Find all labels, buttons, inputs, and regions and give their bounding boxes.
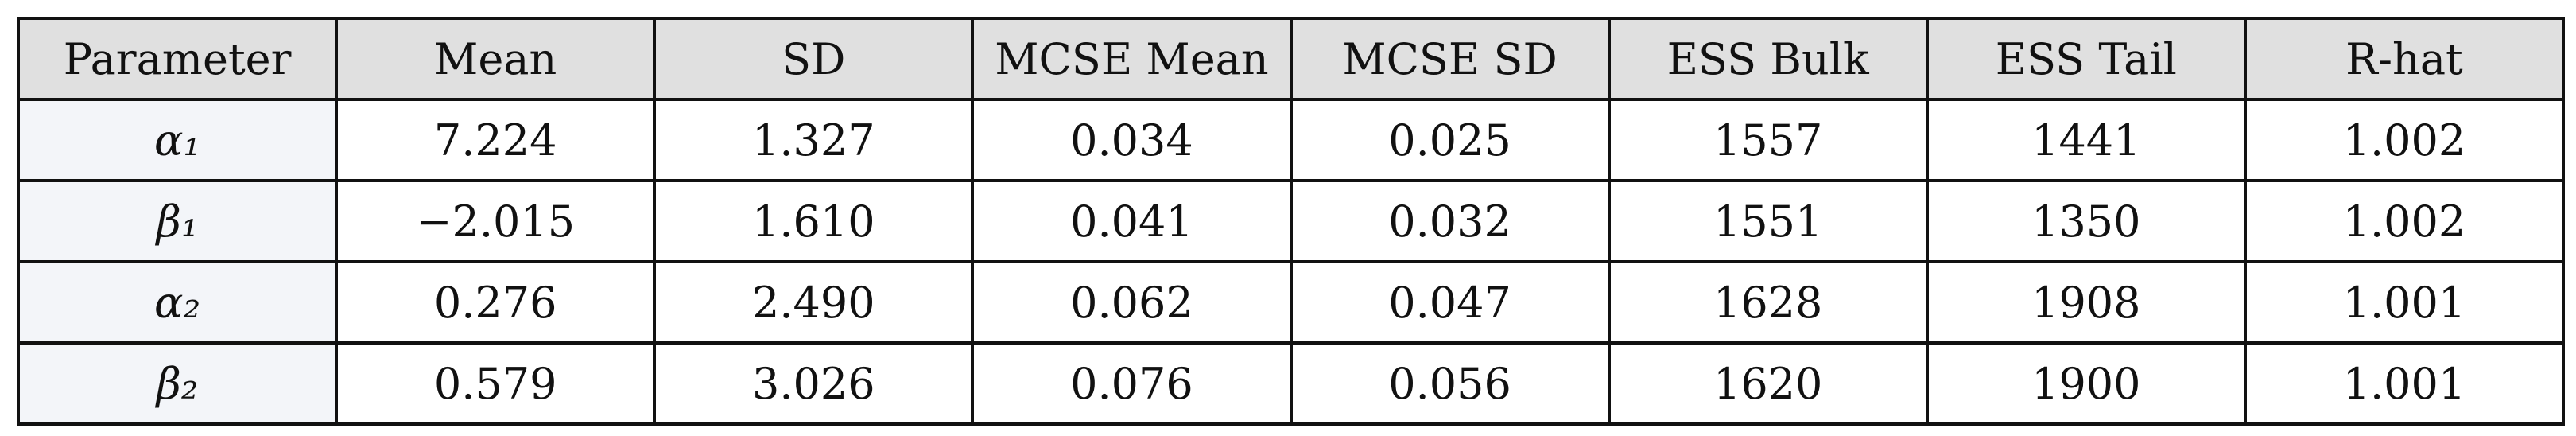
value-cell: 1.002: [2243, 179, 2566, 263]
value-cell: 1.610: [653, 179, 975, 263]
value-cell: 1908: [1925, 260, 2247, 345]
header-cell: MCSE SD: [1289, 17, 1611, 101]
value-cell: 0.062: [971, 260, 1293, 345]
value-cell: 0.276: [335, 260, 657, 345]
header-cell: ESS Tail: [1925, 17, 2247, 101]
value-cell: 1557: [1607, 98, 1929, 182]
value-cell: 1.001: [2243, 341, 2566, 426]
parameter-cell: β₁: [16, 179, 339, 263]
value-cell: 0.041: [971, 179, 1293, 263]
value-cell: 0.076: [971, 341, 1293, 426]
header-row: Parameter Mean SD MCSE Mean MCSE SD ESS Bulk E…: [16, 17, 2566, 101]
header-cell: Mean: [335, 17, 657, 101]
value-cell: 1.327: [653, 98, 975, 182]
header-cell: ESS Bulk: [1607, 17, 1929, 101]
value-cell: 1620: [1607, 341, 1929, 426]
header-cell: MCSE Mean: [971, 17, 1293, 101]
parameter-cell: β₂: [16, 341, 339, 426]
value-cell: 1441: [1925, 98, 2247, 182]
value-cell: 1.002: [2243, 98, 2566, 182]
value-cell: 1628: [1607, 260, 1929, 345]
value-cell: 1350: [1925, 179, 2247, 263]
value-cell: 0.056: [1289, 341, 1611, 426]
parameter-cell: α₂: [16, 260, 339, 345]
table-row: α₁ 7.224 1.327 0.034 0.025 1557 1441 1.002: [16, 98, 2566, 182]
table-row: β₁ −2.015 1.610 0.041 0.032 1551 1350 1.002: [16, 179, 2566, 263]
parameter-cell: α₁: [16, 98, 339, 182]
header-cell: R-hat: [2243, 17, 2566, 101]
header-cell: SD: [653, 17, 975, 101]
value-cell: 0.579: [335, 341, 657, 426]
table-row: β₂ 0.579 3.026 0.076 0.056 1620 1900 1.001: [16, 341, 2566, 426]
value-cell: −2.015: [335, 179, 657, 263]
value-cell: 7.224: [335, 98, 657, 182]
header-cell: Parameter: [16, 17, 339, 101]
value-cell: 2.490: [653, 260, 975, 345]
value-cell: 1.001: [2243, 260, 2566, 345]
value-cell: 3.026: [653, 341, 975, 426]
value-cell: 0.025: [1289, 98, 1611, 182]
value-cell: 0.034: [971, 98, 1293, 182]
value-cell: 0.047: [1289, 260, 1611, 345]
table-body: α₁ 7.224 1.327 0.034 0.025 1557 1441 1.002 β₁ −2.…: [16, 98, 2566, 426]
value-cell: 0.032: [1289, 179, 1611, 263]
value-cell: 1551: [1607, 179, 1929, 263]
value-cell: 1900: [1925, 341, 2247, 426]
summary-table: Parameter Mean SD MCSE Mean MCSE SD ESS Bulk E…: [16, 17, 2566, 426]
table-row: α₂ 0.276 2.490 0.062 0.047 1628 1908 1.001: [16, 260, 2566, 345]
